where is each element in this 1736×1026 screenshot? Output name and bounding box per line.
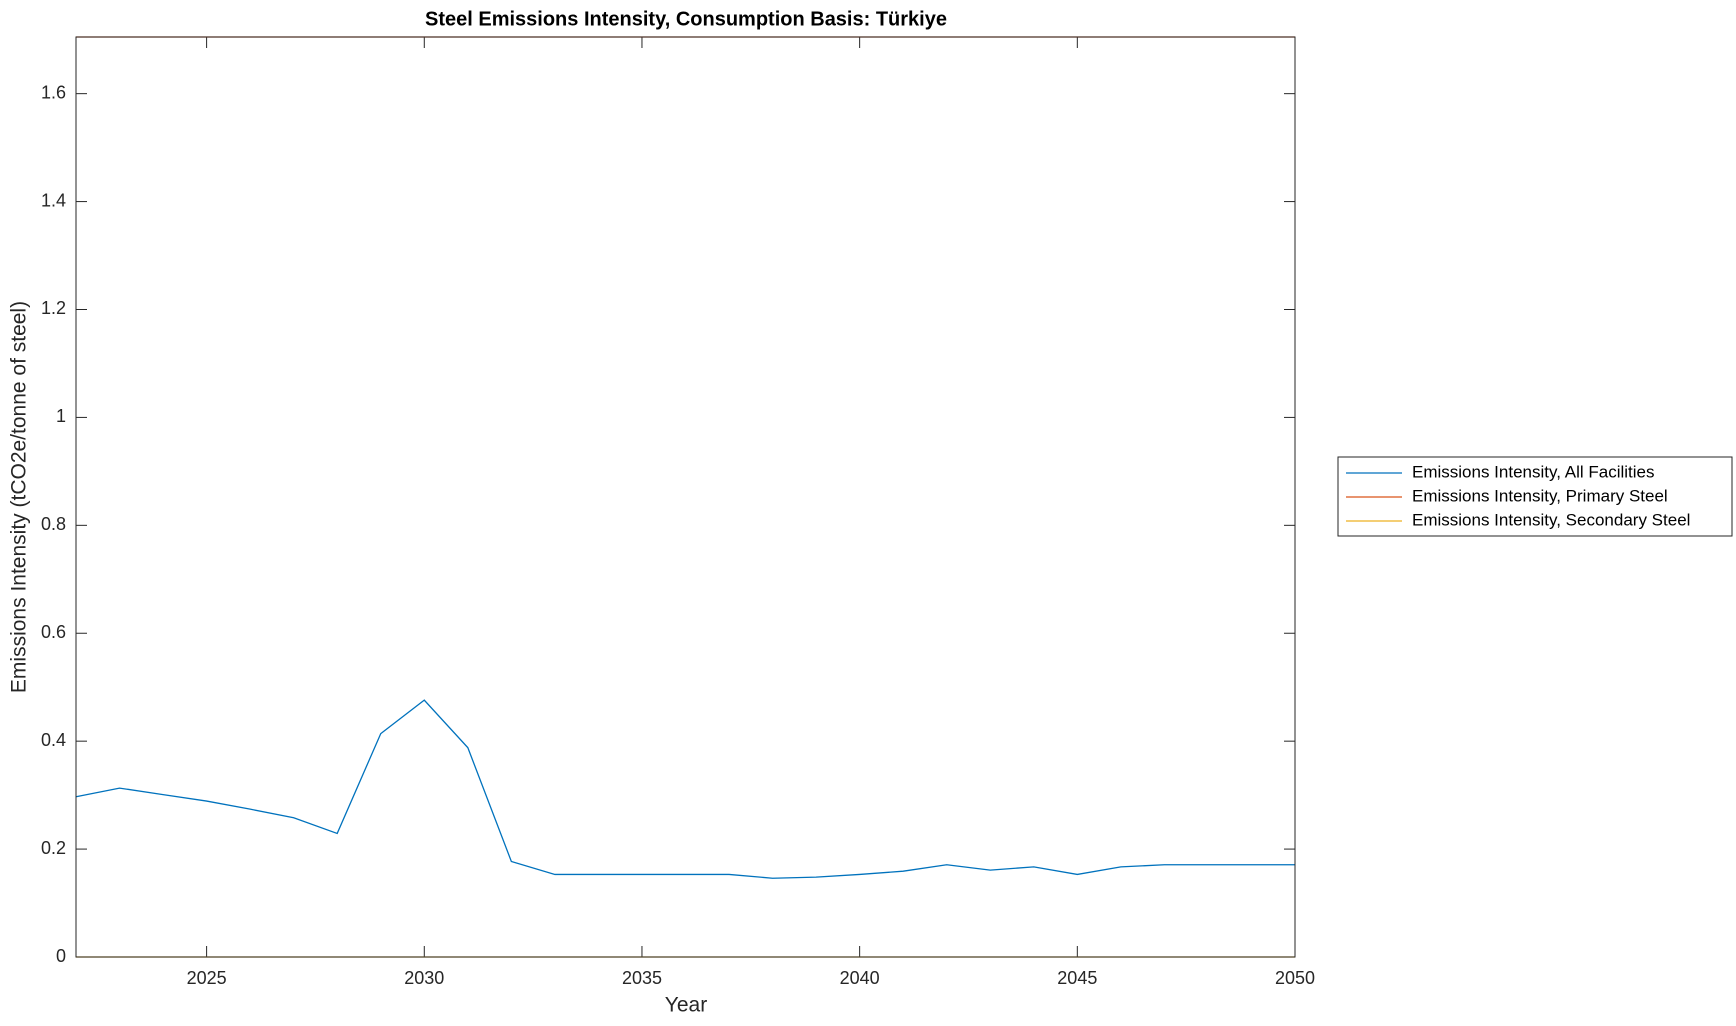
x-tick-label: 2035 [622,968,662,988]
legend-label: Emissions Intensity, Primary Steel [1412,486,1668,505]
y-tick-label: 1.2 [41,298,66,318]
y-tick-label: 1 [56,406,66,426]
series-line [75,699,1295,879]
chart-title: Steel Emissions Intensity, Consumption B… [425,8,947,30]
y-tick-label: 0.6 [41,622,66,642]
y-tick-label: 1.4 [41,190,66,210]
x-axis-label: Year [665,994,707,1017]
plot-area [76,37,1295,957]
x-tick-label: 2045 [1057,968,1097,988]
legend-label: Emissions Intensity, All Facilities [1412,462,1654,481]
legend-box [1337,456,1733,537]
y-tick-label: 0.8 [41,514,66,534]
x-tick-label: 2030 [404,968,444,988]
axes-box [75,36,1296,958]
legend-label: Emissions Intensity, Secondary Steel [1412,510,1690,529]
y-tick-label: 0 [56,946,66,966]
x-tick-label: 2025 [187,968,227,988]
y-tick-label: 0.4 [41,730,66,750]
x-tick-label: 2040 [840,968,880,988]
y-tick-label: 0.2 [41,838,66,858]
y-axis-label: Emissions Intensity (tCO2e/tonne of stee… [8,301,31,693]
y-tick-label: 1.6 [41,82,66,102]
x-tick-label: 2050 [1275,968,1315,988]
